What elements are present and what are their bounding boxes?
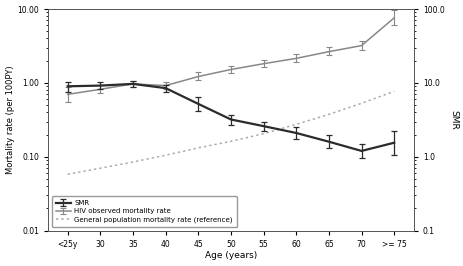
General population mortality rate (reference) <box>391 90 396 93</box>
Y-axis label: SMR: SMR <box>449 110 457 130</box>
General population mortality rate (reference) <box>130 160 136 164</box>
General population mortality rate (reference) <box>260 132 266 135</box>
General population mortality rate (reference) <box>195 146 200 149</box>
General population mortality rate (reference) <box>293 123 298 126</box>
General population mortality rate (reference) <box>325 113 331 116</box>
Y-axis label: Mortality rate (per 100PY): Mortality rate (per 100PY) <box>6 65 14 174</box>
X-axis label: Age (years): Age (years) <box>204 251 257 260</box>
Legend: SMR, HIV observed mortality rate, General population mortality rate (reference): SMR, HIV observed mortality rate, Genera… <box>51 196 237 227</box>
General population mortality rate (reference) <box>358 102 363 105</box>
General population mortality rate (reference) <box>97 167 103 170</box>
General population mortality rate (reference) <box>65 173 70 176</box>
Line: General population mortality rate (reference): General population mortality rate (refer… <box>68 91 394 174</box>
General population mortality rate (reference) <box>163 154 168 157</box>
General population mortality rate (reference) <box>228 140 233 143</box>
